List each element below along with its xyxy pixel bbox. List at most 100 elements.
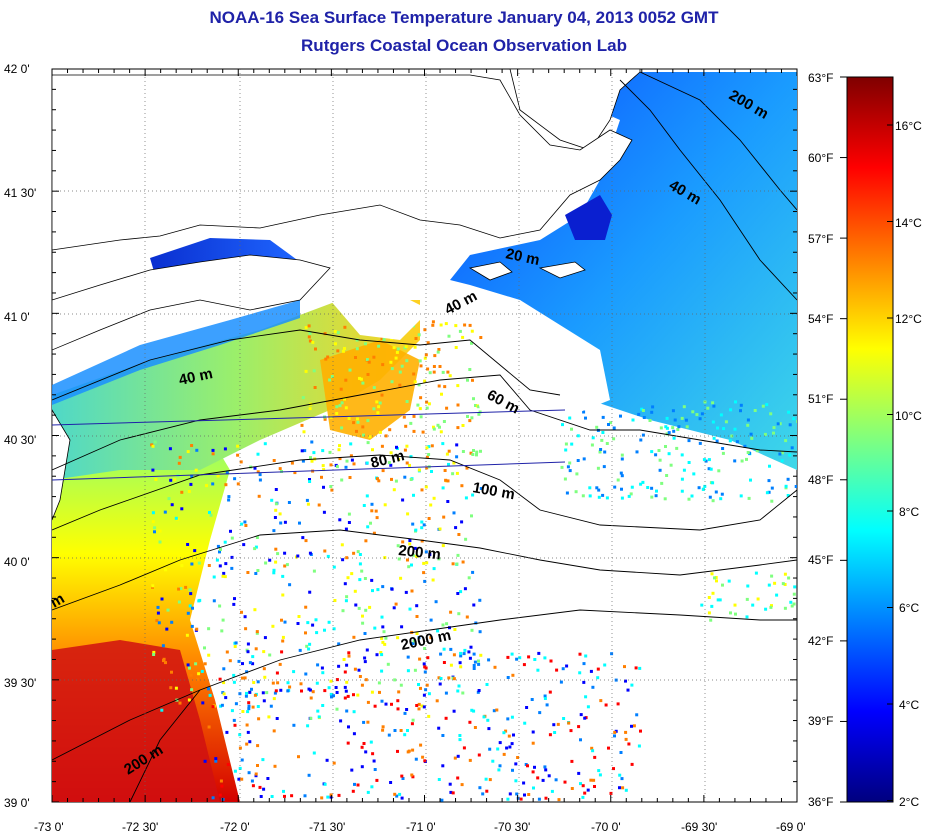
sst-pixel (279, 688, 283, 692)
sst-pixel (562, 717, 566, 720)
sst-pixel (243, 615, 247, 619)
sst-pixel (375, 778, 379, 782)
sst-pixel (437, 726, 441, 730)
sst-pixel (336, 349, 340, 353)
sst-pixel (360, 745, 364, 749)
sst-pixel (361, 381, 365, 385)
sst-pixel (554, 778, 558, 782)
sst-pixel (714, 576, 718, 579)
sst-pixel (452, 461, 456, 465)
sst-pixel (219, 548, 222, 551)
sst-pixel (623, 665, 626, 669)
lon-label-70-0: -70 0' (591, 820, 621, 834)
sst-pixel (245, 723, 249, 727)
sst-pixel (642, 416, 646, 419)
sst-pixel (370, 509, 374, 513)
sst-pixel (516, 796, 520, 800)
contour-60m (52, 374, 797, 471)
sst-pixel (438, 527, 442, 531)
sst-pixel (487, 727, 491, 731)
sst-pixel (306, 621, 310, 625)
sst-pixel (255, 630, 259, 634)
sst-pixel (543, 656, 547, 660)
sst-pixel (344, 527, 348, 531)
sst-pixel (335, 678, 339, 682)
sst-pixel (711, 481, 715, 485)
sst-pixel (364, 539, 368, 543)
sst-pixel (256, 470, 260, 474)
sst-pixel (296, 554, 300, 558)
sst-pixel (769, 605, 773, 609)
sst-pixel (461, 691, 465, 695)
sst-pixel (447, 462, 450, 466)
sst-pixel (262, 787, 266, 791)
sst-pixel (425, 400, 429, 404)
sst-pixel (449, 790, 453, 794)
sst-pixel (431, 320, 435, 324)
sst-pixel (457, 533, 461, 536)
sst-pixel (309, 456, 312, 460)
sst-pixel (584, 695, 588, 699)
sst-pixel (765, 491, 769, 495)
sst-pixel (591, 749, 595, 753)
sst-pixel (211, 448, 215, 452)
sst-pixel (153, 440, 157, 444)
sst-pixel (417, 333, 421, 337)
sst-pixel (488, 778, 492, 782)
sst-pixel (444, 322, 448, 326)
sst-pixel (229, 529, 232, 533)
sst-pixel (326, 355, 330, 359)
sst-pixel (555, 668, 559, 672)
sst-pixel (241, 662, 244, 666)
sst-pixel (479, 487, 483, 490)
sst-pixel (367, 360, 371, 364)
sst-pixel (396, 699, 400, 703)
sst-pixel (364, 608, 368, 612)
sst-pixel (472, 652, 476, 656)
sst-pixel (151, 468, 155, 472)
sst-pixel (177, 587, 181, 591)
sst-pixel (415, 704, 419, 707)
sst-pixel (472, 603, 476, 607)
sst-pixel (550, 789, 554, 793)
sst-pixel (336, 331, 340, 335)
sst-pixel (507, 734, 511, 738)
sst-pixel (314, 618, 318, 622)
sst-pixel (258, 785, 262, 789)
sst-pixel (609, 421, 613, 425)
sst-pixel (158, 540, 162, 544)
sst-pixel (739, 409, 742, 413)
sst-pixel (685, 425, 689, 429)
sst-pixel (569, 729, 573, 733)
sst-pixel (344, 599, 348, 603)
sst-pixel (303, 449, 307, 453)
sst-pixel (549, 659, 553, 663)
sst-pixel (304, 605, 308, 609)
sst-pixel (750, 436, 754, 440)
sst-pixel (394, 356, 398, 360)
sst-pixel (304, 631, 307, 635)
sst-pixel (570, 759, 574, 763)
sst-pixel (169, 478, 173, 482)
sst-pixel (370, 502, 374, 506)
sst-pixel (186, 663, 190, 667)
sst-pixel (345, 556, 349, 560)
sst-pixel (239, 460, 243, 464)
sst-pixel (360, 683, 364, 687)
sst-pixel (778, 452, 782, 456)
sst-pixel (453, 628, 457, 631)
sst-pixel (447, 676, 451, 680)
sst-pixel (792, 592, 796, 596)
sst-pixel (486, 718, 490, 722)
sst-pixel (579, 713, 583, 717)
sst-pixel (701, 487, 705, 491)
sst-pixel (616, 478, 620, 482)
sst-pixel (365, 358, 369, 362)
sst-pixel (366, 373, 370, 376)
sst-pixel (314, 347, 317, 351)
sst-pixel (469, 451, 473, 455)
sst-pixel (160, 597, 164, 601)
sst-pixel (152, 650, 156, 654)
sst-pixel (680, 453, 684, 457)
sst-pixel (425, 446, 429, 450)
